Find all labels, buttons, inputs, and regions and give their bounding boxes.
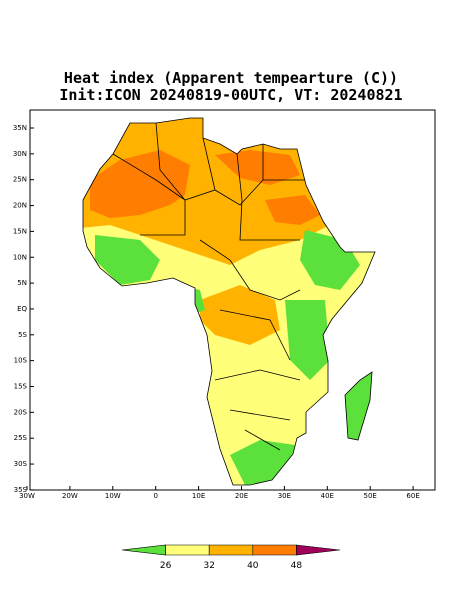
- colorbar: 26 32 40 48: [121, 544, 341, 571]
- lat-tick-label: 35S: [14, 486, 28, 494]
- colorbar-segment: [121, 544, 166, 556]
- lat-tick-label: EQ: [17, 305, 27, 313]
- lon-tick-label: 20W: [62, 492, 78, 500]
- lat-tick-label: 25S: [14, 434, 28, 442]
- coastline: [82, 117, 376, 486]
- lat-ticks: 35N 30N 25N 20N 15N 10N 5N EQ 5S 10S 15S 20S 25S 30S 3…: [13, 124, 34, 494]
- title: Heat index (Apparent tempearture (C)): [64, 69, 398, 87]
- subtitle: Init:ICON 20240819-00UTC, VT: 20240821: [59, 86, 402, 104]
- lon-tick-label: 20E: [235, 492, 248, 500]
- lon-tick-label: 30W: [19, 492, 35, 500]
- madagascar: [344, 371, 373, 441]
- lon-tick-label: 40E: [321, 492, 334, 500]
- colorbar-label: 26: [160, 561, 172, 571]
- lon-tick-label: 60E: [406, 492, 419, 500]
- lat-tick-label: 25N: [13, 176, 27, 184]
- lat-tick-label: 5N: [17, 279, 27, 287]
- lat-tick-label: 10S: [14, 357, 28, 365]
- lon-tick-label: 50E: [364, 492, 377, 500]
- colorbar-segment: [252, 544, 297, 556]
- lat-tick-label: 20N: [13, 202, 27, 210]
- lon-tick-label: 10W: [105, 492, 121, 500]
- lat-tick-label: 30N: [13, 150, 27, 158]
- lat-tick-label: 10N: [13, 253, 27, 261]
- colorbar-label: 40: [247, 561, 259, 571]
- lon-tick-label: 0: [153, 492, 157, 500]
- country-borders: [112, 122, 305, 451]
- colorbar-segment: [165, 544, 210, 556]
- lat-tick-label: 5S: [18, 331, 27, 339]
- colorbar-segment: [208, 544, 254, 556]
- lat-tick-label: 35N: [13, 124, 27, 132]
- lat-tick-label: 15S: [14, 383, 28, 391]
- colorbar-segment: [296, 544, 341, 556]
- lon-ticks: 30W 20W 10W 0 10E 20E 30E 40E 50E 60E: [19, 486, 420, 500]
- lon-tick-label: 10E: [192, 492, 205, 500]
- lon-tick-label: 30E: [278, 492, 291, 500]
- lat-tick-label: 30S: [14, 460, 28, 468]
- lat-tick-label: 15N: [13, 227, 27, 235]
- colorbar-label: 48: [291, 561, 303, 571]
- colorbar-label: 32: [203, 561, 214, 571]
- lat-tick-label: 20S: [14, 408, 28, 416]
